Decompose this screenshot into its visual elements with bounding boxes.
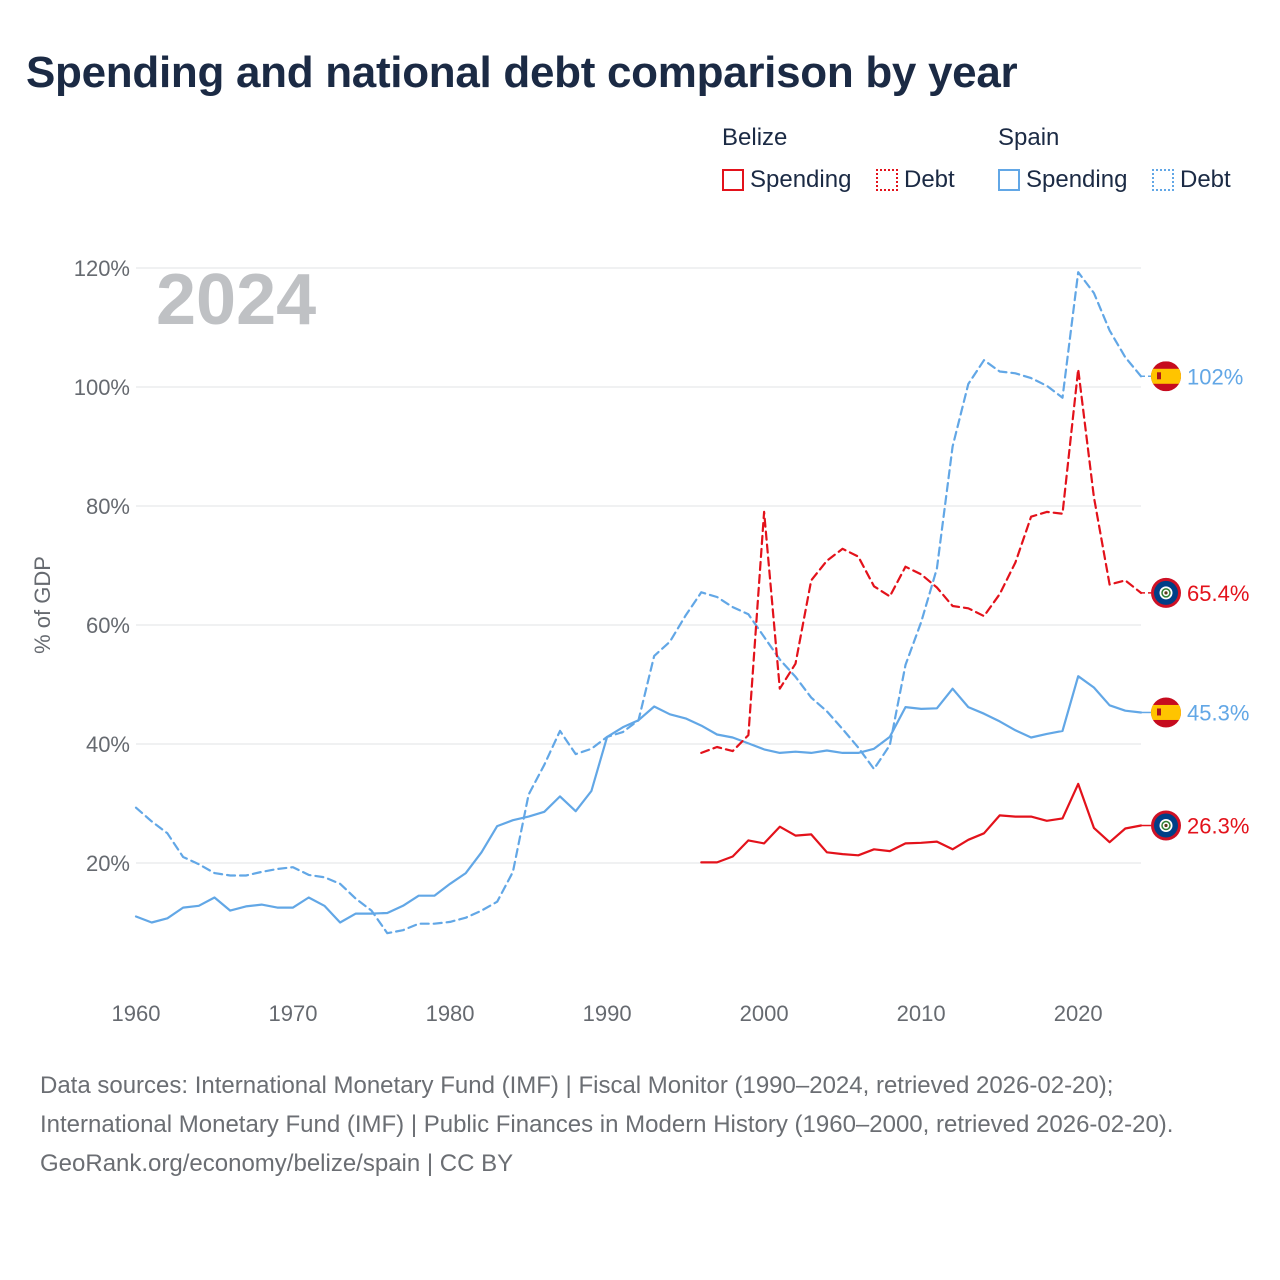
legend-group-spain: Spain — [998, 124, 1060, 151]
end-markers: 102% 45.3% 65.4% 26.3% — [1141, 361, 1249, 841]
legend-swatch-spain-spending — [998, 169, 1020, 191]
legend-item-spain-spending[interactable]: Spending — [998, 166, 1127, 194]
x-tick-label: 1980 — [426, 1001, 475, 1026]
legend-swatch-belize-debt — [876, 169, 898, 191]
y-tick-label: 80% — [86, 494, 130, 519]
belize-flag-icon — [1151, 810, 1181, 841]
data-sources-text: Data sources: International Monetary Fun… — [40, 1072, 1174, 1138]
x-tick-label: 2000 — [740, 1001, 789, 1026]
x-tick-label: 2010 — [897, 1001, 946, 1026]
x-tick-label: 2020 — [1054, 1001, 1103, 1026]
series-line-spain-debt — [134, 271, 1143, 935]
legend-label-belize-spending: Spending — [750, 166, 852, 193]
legend-label-belize-debt: Debt — [904, 166, 955, 193]
legend-label-spain-spending: Spending — [1026, 166, 1128, 193]
credit-text: GeoRank.org/economy/belize/spain | CC BY — [40, 1150, 514, 1177]
end-label-spain-debt: 102% — [1187, 364, 1243, 389]
y-tick-label: 20% — [86, 851, 130, 876]
y-tick-label: 40% — [86, 732, 130, 757]
y-tick-label: 60% — [86, 613, 130, 638]
axes: 20% 40% 60% 80% 100% 120% 1960 1970 1980 1990 2000… — [74, 256, 1103, 1026]
series-line-belize-debt — [700, 368, 1143, 755]
spain-flag-icon — [1151, 697, 1181, 728]
x-tick-label: 1990 — [583, 1001, 632, 1026]
legend-item-belize-spending[interactable]: Spending — [722, 166, 851, 194]
spain-flag-icon — [1151, 361, 1181, 392]
legend-group-belize: Belize — [722, 124, 788, 151]
year-watermark: 2024 — [156, 260, 316, 340]
end-label-spain-spending: 45.3% — [1187, 700, 1249, 725]
end-label-belize-debt: 65.4% — [1187, 581, 1249, 606]
y-tick-label: 100% — [74, 375, 130, 400]
legend-swatch-spain-debt — [1152, 169, 1174, 191]
legend-swatch-belize-spending — [722, 169, 744, 191]
series-line-spain-spending — [134, 675, 1143, 924]
y-axis-title: % of GDP — [30, 556, 55, 654]
series-lines — [134, 271, 1143, 935]
legend-label-spain-debt: Debt — [1180, 166, 1231, 193]
line-chart: 20% 40% 60% 80% 100% 120% 1960 1970 1980 1990 2000… — [30, 256, 1249, 1026]
belize-flag-icon — [1151, 577, 1181, 608]
gridlines — [136, 267, 1141, 864]
footer: Data sources: International Monetary Fun… — [40, 1066, 1240, 1183]
x-tick-label: 1970 — [269, 1001, 318, 1026]
series-line-belize-spending — [700, 782, 1143, 864]
end-label-belize-spending: 26.3% — [1187, 814, 1249, 839]
legend-item-spain-debt[interactable]: Debt — [1152, 166, 1231, 194]
x-tick-label: 1960 — [112, 1001, 161, 1026]
chart-title: Spending and national debt comparison by… — [26, 48, 1018, 97]
y-tick-label: 120% — [74, 256, 130, 281]
legend-item-belize-debt[interactable]: Debt — [876, 166, 955, 194]
